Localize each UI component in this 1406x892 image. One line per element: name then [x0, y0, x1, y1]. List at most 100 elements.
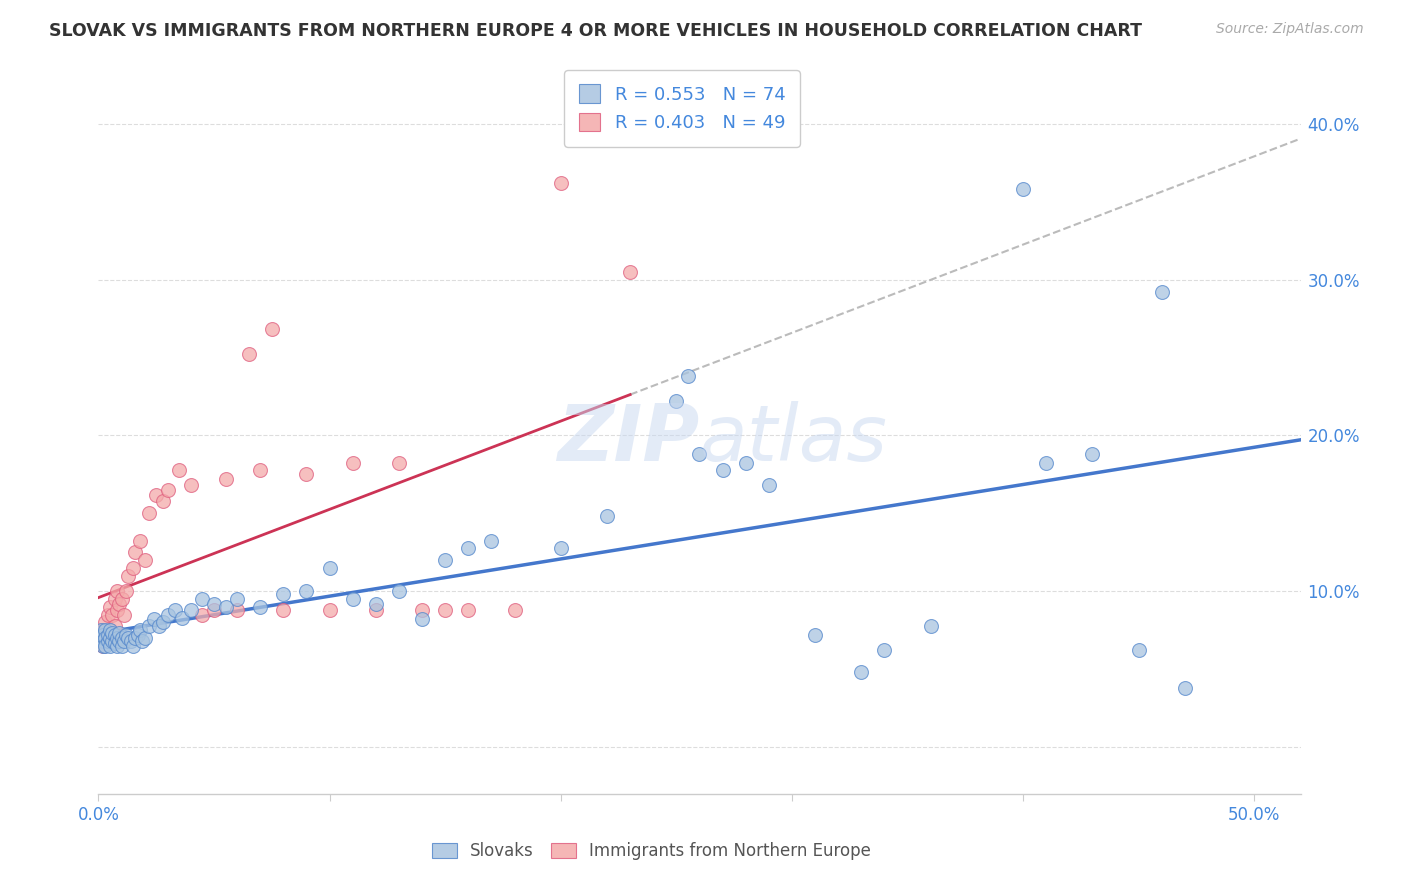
Point: [226, 592, 249, 607]
Point: [90, 631, 112, 645]
Point: [97, 634, 120, 648]
Point: [1012, 182, 1035, 196]
Point: [388, 584, 411, 599]
Point: [202, 603, 225, 617]
Point: [94, 615, 117, 630]
Point: [104, 636, 127, 650]
Point: [180, 478, 202, 492]
Point: [98, 624, 121, 638]
Point: [145, 488, 167, 502]
Point: [94, 639, 117, 653]
Point: [94, 631, 117, 645]
Point: [101, 634, 124, 648]
Point: [91, 639, 114, 653]
Point: [110, 631, 132, 645]
Point: [457, 603, 479, 617]
Point: [91, 634, 114, 648]
Point: [550, 176, 572, 190]
Point: [503, 603, 526, 617]
Point: [758, 478, 780, 492]
Point: [873, 643, 896, 657]
Point: [434, 603, 457, 617]
Point: [138, 506, 160, 520]
Point: [388, 457, 411, 471]
Point: [1035, 457, 1057, 471]
Point: [122, 639, 145, 653]
Point: [124, 631, 146, 645]
Text: atlas: atlas: [699, 401, 887, 476]
Point: [214, 472, 236, 486]
Point: [98, 624, 121, 638]
Point: [191, 607, 214, 622]
Point: [734, 457, 756, 471]
Point: [94, 631, 117, 645]
Point: [851, 665, 873, 680]
Point: [804, 628, 827, 642]
Point: [134, 553, 156, 567]
Point: [101, 626, 124, 640]
Point: [98, 599, 121, 614]
Point: [108, 626, 131, 640]
Point: [273, 603, 295, 617]
Point: [131, 634, 153, 648]
Point: [97, 628, 120, 642]
Point: [122, 561, 145, 575]
Point: [98, 631, 121, 645]
Point: [711, 463, 734, 477]
Point: [91, 628, 114, 642]
Point: [295, 467, 318, 482]
Point: [110, 592, 132, 607]
Point: [1081, 447, 1104, 461]
Point: [596, 509, 619, 524]
Point: [117, 568, 139, 582]
Point: [434, 553, 457, 567]
Point: [1128, 643, 1150, 657]
Point: [180, 603, 202, 617]
Point: [619, 265, 641, 279]
Point: [273, 587, 295, 601]
Point: [676, 369, 699, 384]
Point: [688, 447, 710, 461]
Point: [156, 607, 179, 622]
Point: [411, 612, 433, 626]
Point: [97, 607, 120, 622]
Point: [148, 618, 170, 632]
Point: [105, 603, 128, 617]
Point: [170, 611, 193, 625]
Point: [920, 618, 942, 632]
Point: [101, 628, 124, 642]
Point: [1174, 681, 1197, 695]
Point: [318, 603, 340, 617]
Point: [364, 603, 387, 617]
Point: [90, 628, 112, 642]
Point: [295, 584, 318, 599]
Point: [142, 612, 165, 626]
Point: [127, 628, 149, 642]
Point: [112, 634, 135, 648]
Point: [110, 639, 132, 653]
Legend: Slovaks, Immigrants from Northern Europe: Slovaks, Immigrants from Northern Europe: [425, 836, 877, 867]
Point: [249, 463, 271, 477]
Point: [105, 639, 128, 653]
Point: [191, 592, 214, 607]
Point: [124, 545, 146, 559]
Point: [108, 634, 131, 648]
Point: [134, 631, 156, 645]
Point: [342, 457, 364, 471]
Point: [364, 597, 387, 611]
Point: [104, 592, 127, 607]
Point: [481, 534, 503, 549]
Point: [342, 592, 364, 607]
Point: [260, 322, 283, 336]
Point: [120, 634, 142, 648]
Point: [104, 628, 127, 642]
Point: [665, 394, 688, 409]
Point: [91, 639, 114, 653]
Text: ZIP: ZIP: [557, 401, 699, 476]
Point: [1150, 285, 1173, 299]
Point: [101, 607, 124, 622]
Point: [152, 615, 174, 630]
Point: [457, 541, 479, 555]
Point: [105, 584, 128, 599]
Point: [318, 561, 340, 575]
